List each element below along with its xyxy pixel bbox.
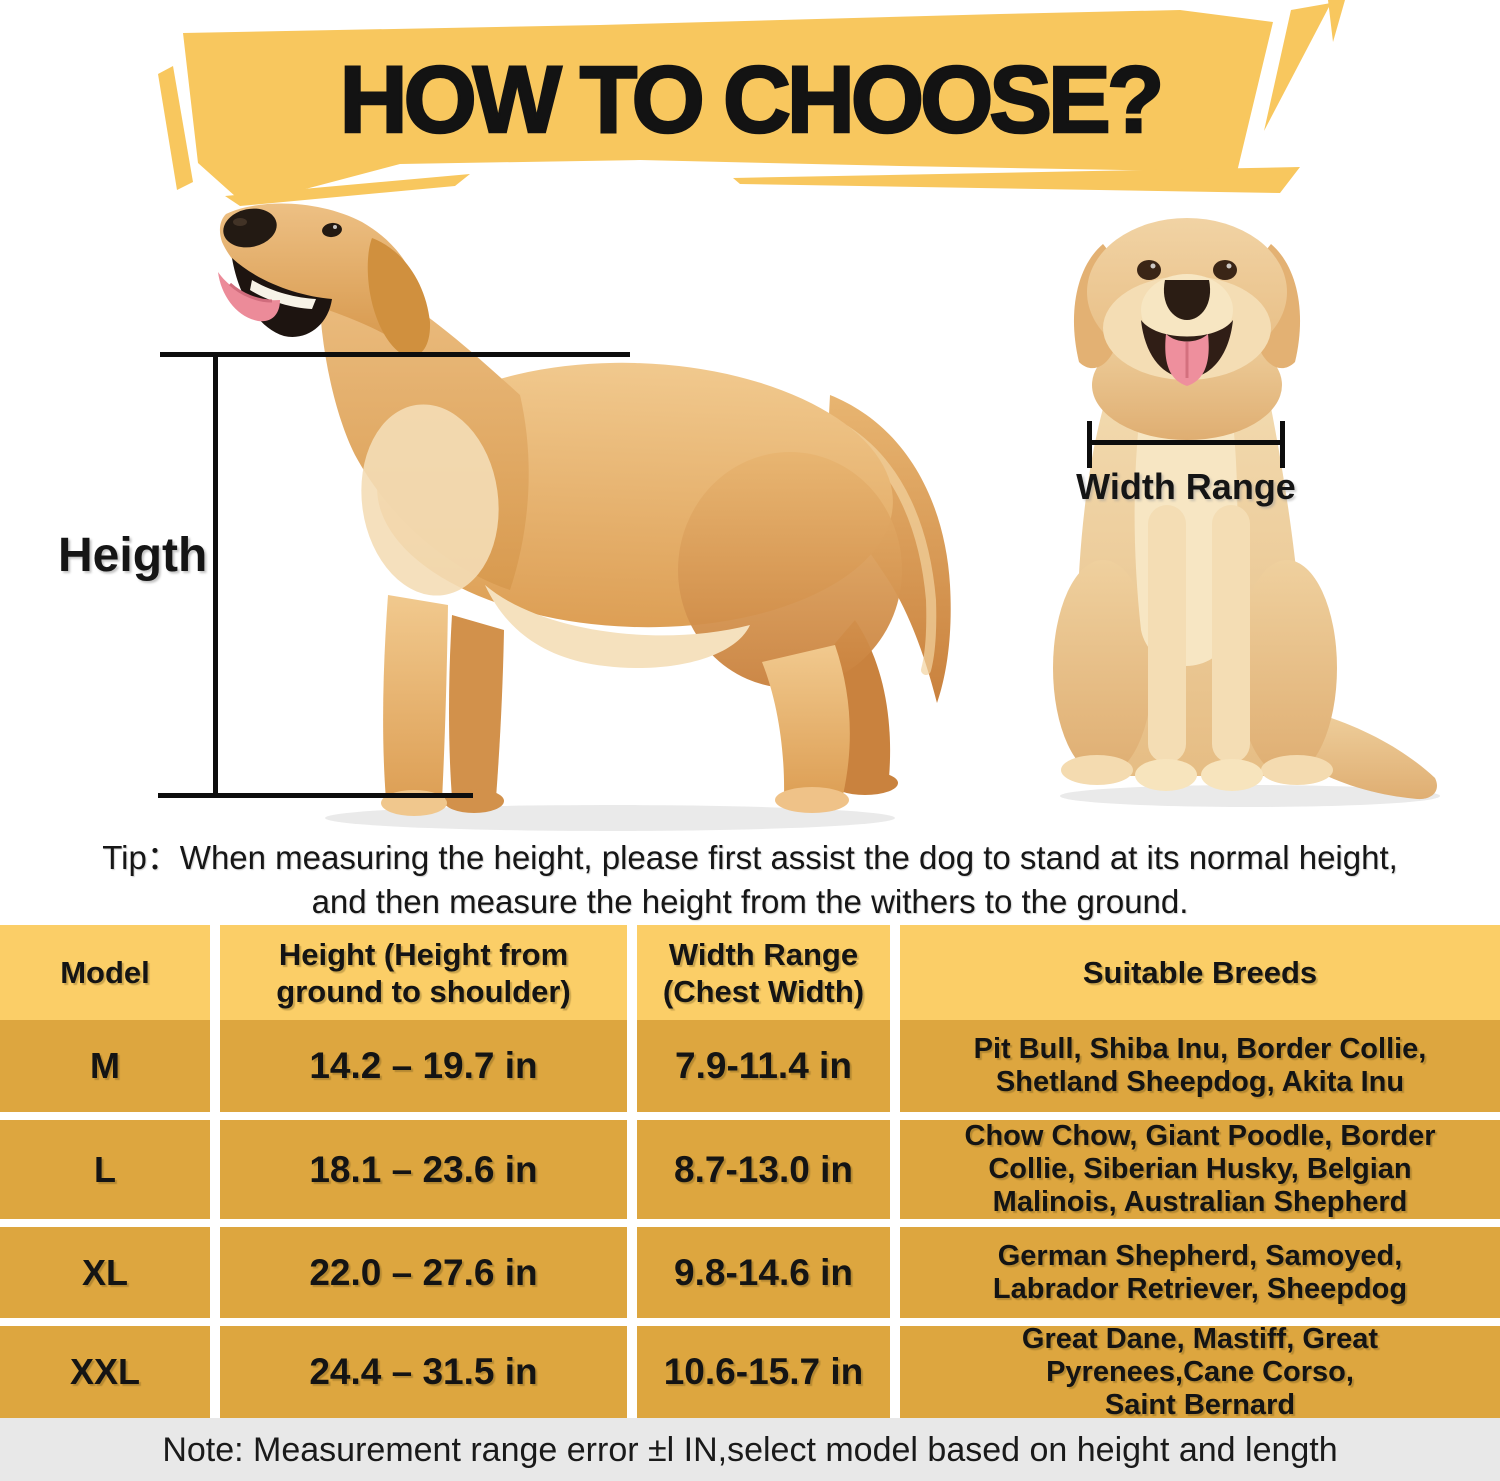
height-top-line: [160, 352, 630, 357]
left-haunch: [1053, 560, 1153, 776]
dog-ear: [367, 238, 431, 357]
rear-left-paw: [1061, 755, 1133, 785]
model-value: XL: [0, 1227, 210, 1318]
width-tick-right: [1280, 421, 1285, 468]
width-range-value: 9.8-14.6 in: [637, 1227, 890, 1318]
header-model: Model: [0, 925, 210, 1020]
width-range-value: 10.6-15.7 in: [637, 1326, 890, 1418]
width-range-label: Width Range: [1076, 466, 1296, 507]
measuring-tip: Tip：When measuring the height, please fi…: [102, 839, 1398, 920]
width-tick-left: [1087, 421, 1092, 468]
front-right-leg: [1212, 505, 1250, 763]
banner-left-sliver: [158, 66, 193, 190]
banner-main-shape: [183, 10, 1273, 205]
height-bottom-line: [158, 793, 473, 798]
height-vertical-line: [213, 352, 218, 798]
model-value: L: [0, 1120, 210, 1219]
tongue-shade: [228, 282, 273, 303]
front-near-leg: [383, 595, 448, 800]
nose-highlight: [233, 218, 247, 226]
table-header-row: Model Height (Height from ground to shou…: [0, 925, 1500, 1020]
height-label: Heigth: [58, 529, 208, 582]
height-range-value: 18.1 – 23.6 in: [220, 1120, 627, 1219]
model-value: M: [0, 1020, 210, 1112]
rear-near-leg: [762, 645, 850, 797]
height-range-value: 14.2 – 19.7 in: [220, 1020, 627, 1112]
width-line: [1087, 440, 1285, 445]
front-left-leg: [1148, 505, 1186, 763]
eye-glint: [333, 225, 337, 229]
table-row-m: M 14.2 – 19.7 in 7.9-11.4 in Pit Bull, S…: [0, 1020, 1500, 1112]
page-title: HOW TO CHOOSE?: [338, 46, 1165, 155]
right-eye-glint: [1226, 263, 1232, 269]
breeds-value: Chow Chow, Giant Poodle, Border Collie, …: [900, 1120, 1500, 1219]
measurement-note: Note: Measurement range error ±l IN,sele…: [0, 1418, 1500, 1481]
rear-right-paw: [1261, 755, 1333, 785]
breeds-value: German Shepherd, Samoyed, Labrador Retri…: [900, 1227, 1500, 1318]
banner-right-slash: [733, 167, 1300, 193]
title-banner-graphic: [158, 0, 1345, 206]
model-value: XXL: [0, 1326, 210, 1418]
width-range-value: 7.9-11.4 in: [637, 1020, 890, 1112]
height-range-value: 22.0 – 27.6 in: [220, 1227, 627, 1318]
dog-nose: [223, 208, 277, 248]
width-range-value: 8.7-13.0 in: [637, 1120, 890, 1219]
chest-cream-patch: [361, 404, 499, 596]
breeds-value: Pit Bull, Shiba Inu, Border Collie, Shet…: [900, 1020, 1500, 1112]
right-haunch: [1237, 560, 1337, 776]
header-height: Height (Height from ground to shoulder): [220, 925, 627, 1020]
front-right-paw: [1201, 759, 1263, 791]
header-width-range: Width Range (Chest Width): [637, 925, 890, 1020]
banner-left-slash: [225, 174, 470, 206]
standing-dog-image: [218, 203, 951, 831]
breeds-value: Great Dane, Mastiff, Great Pyrenees,Cane…: [900, 1323, 1500, 1421]
size-table: Model Height (Height from ground to shou…: [0, 925, 1500, 1421]
rear-near-paw: [775, 787, 849, 813]
table-row-xl: XL 22.0 – 27.6 in 9.8-14.6 in German She…: [0, 1227, 1500, 1318]
dog-teeth: [250, 280, 316, 309]
sitting-dog-shadow: [1060, 785, 1440, 807]
table-row-xxl: XXL 24.4 – 31.5 in 10.6-15.7 in Great Da…: [0, 1323, 1500, 1421]
sitting-dog-nose: [1163, 280, 1211, 320]
dog-eye: [322, 222, 342, 238]
banner-top-right-sliver: [1264, 3, 1331, 131]
table-row-l: L 18.1 – 23.6 in 8.7-13.0 in Chow Chow, …: [0, 1120, 1500, 1219]
right-eye: [1213, 260, 1237, 280]
left-eye-glint: [1150, 263, 1156, 269]
banner-corner-bit: [1328, 0, 1345, 42]
left-eye: [1137, 260, 1161, 280]
header-suitable-breeds: Suitable Breeds: [900, 925, 1500, 1020]
sitting-dog-image: [1053, 218, 1440, 807]
front-far-leg: [449, 615, 504, 798]
height-range-value: 24.4 – 31.5 in: [220, 1326, 627, 1418]
belly-fringe: [485, 585, 750, 669]
rear-far-paw: [832, 771, 898, 795]
front-left-paw: [1135, 759, 1197, 791]
